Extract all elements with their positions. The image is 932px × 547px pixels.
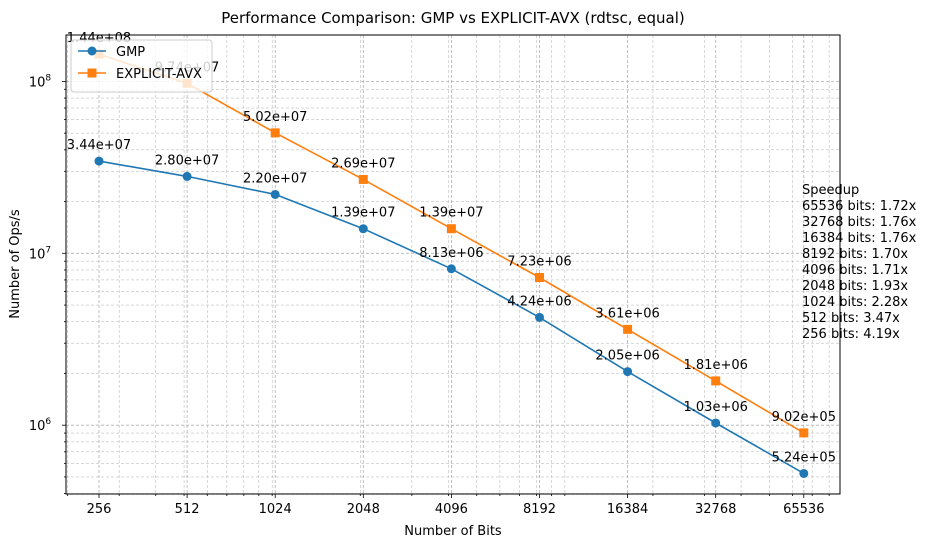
speedup-line: 16384 bits: 1.76x [802, 231, 917, 246]
data-point-gmp [358, 224, 368, 234]
series [94, 49, 809, 478]
data-label-explicit-avx: 1.39e+07 [419, 206, 483, 221]
legend-gmp-marker [87, 46, 97, 56]
x-tick-label: 256 [87, 502, 112, 517]
data-label-gmp: 1.39e+07 [331, 206, 395, 221]
x-tick-label: 1024 [259, 502, 292, 517]
x-tick-label: 65536 [783, 502, 824, 517]
data-point-explicit-avx [270, 128, 280, 138]
data-point-gmp [94, 156, 104, 166]
data-point-explicit-avx [446, 224, 456, 234]
legend-avx-marker [87, 68, 97, 78]
speedup-line: 65536 bits: 1.72x [802, 199, 917, 214]
data-label-gmp: 5.24e+05 [772, 450, 836, 465]
x-tick-label: 8192 [523, 502, 556, 517]
x-axis-label: Number of Bits [404, 524, 502, 539]
speedup-line: 1024 bits: 2.28x [802, 295, 908, 310]
data-point-gmp [535, 312, 544, 322]
data-point-explicit-avx [358, 174, 368, 184]
y-axis-label: Number of Ops/s [8, 209, 23, 319]
data-label-gmp: 3.44e+07 [67, 138, 131, 153]
x-tick-label: 32768 [695, 502, 736, 517]
axis-ticks: 256 512 1024 2048 4096 8192 16384 32768 65536 106… [29, 73, 830, 517]
speedup-line: 8192 bits: 1.70x [802, 247, 908, 262]
data-label-gmp: 8.13e+06 [419, 246, 483, 261]
speedup-line: 512 bits: 3.47x [802, 311, 900, 326]
legend: GMP EXPLICIT-AVX [70, 39, 213, 93]
data-point-gmp [270, 189, 280, 199]
speedup-line: 4096 bits: 1.71x [802, 263, 908, 278]
data-label-explicit-avx: 3.61e+06 [595, 306, 659, 321]
data-point-gmp [711, 418, 721, 428]
data-point-gmp [623, 367, 633, 377]
chart-title: Performance Comparison: GMP vs EXPLICIT-… [221, 9, 684, 27]
data-point-explicit-avx [535, 273, 544, 283]
x-tick-label: 2048 [347, 502, 380, 517]
data-label-explicit-avx: 2.69e+07 [331, 156, 395, 171]
data-label-gmp: 4.24e+06 [507, 294, 571, 309]
data-label-explicit-avx: 1.81e+06 [684, 358, 748, 373]
data-point-explicit-avx [799, 428, 809, 438]
x-tick-label: 4096 [435, 502, 468, 517]
grid [66, 35, 840, 494]
y-tick-label: 107 [29, 245, 51, 262]
data-point-gmp [446, 264, 456, 274]
y-tick-label: 106 [29, 417, 52, 434]
y-tick-label: 108 [29, 73, 52, 90]
data-label-gmp: 1.03e+06 [684, 400, 748, 415]
speedup-line: 256 bits: 4.19x [802, 327, 900, 342]
data-point-gmp [799, 468, 809, 478]
legend-gmp-label: GMP [116, 45, 145, 60]
speedup-title: Speedup [802, 183, 859, 198]
data-point-explicit-avx [711, 376, 721, 386]
data-label-explicit-avx: 7.23e+06 [507, 255, 571, 270]
data-label-gmp: 2.80e+07 [155, 153, 219, 168]
x-tick-label: 16384 [607, 502, 648, 517]
data-label-gmp: 2.20e+07 [243, 171, 307, 186]
legend-avx-label: EXPLICIT-AVX [116, 67, 202, 82]
legend-box [70, 39, 213, 93]
x-tick-label: 512 [175, 502, 200, 517]
plot-frame [65, 34, 841, 495]
data-label-gmp: 2.05e+06 [595, 349, 659, 364]
data-label-explicit-avx: 9.02e+05 [772, 410, 836, 425]
speedup-line: 32768 bits: 1.76x [802, 215, 917, 230]
data-point-gmp [182, 171, 192, 181]
speedup-line: 2048 bits: 1.93x [802, 279, 908, 294]
speedup-annotation: Speedup 65536 bits: 1.72x 32768 bits: 1.… [802, 183, 917, 342]
data-label-explicit-avx: 5.02e+07 [243, 110, 307, 125]
data-point-explicit-avx [623, 324, 633, 334]
